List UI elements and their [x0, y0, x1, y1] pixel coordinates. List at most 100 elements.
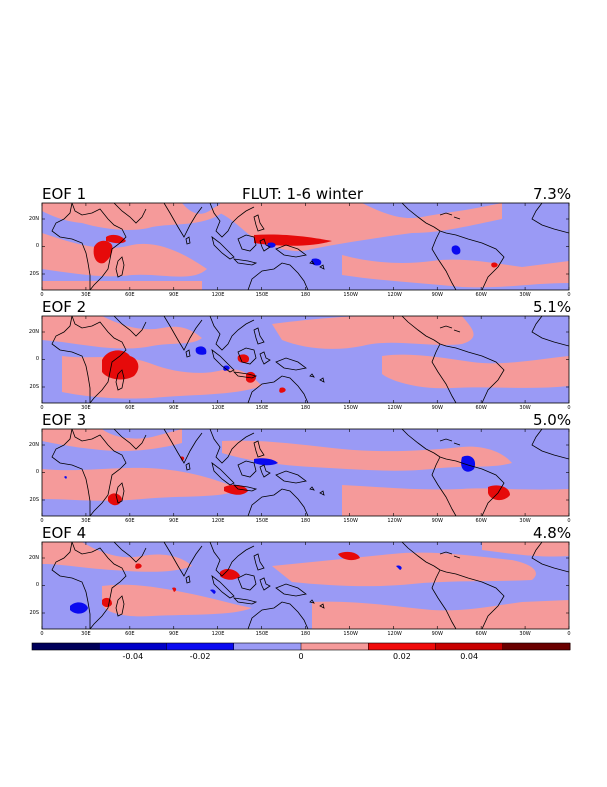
colorbar-segment	[166, 643, 235, 650]
lon-tick-label: 120W	[387, 631, 402, 637]
strong-negative-anomaly	[223, 365, 230, 371]
positive-field	[342, 255, 569, 288]
lat-tick-label: 0	[35, 243, 39, 249]
strong-positive-anomaly	[488, 485, 510, 501]
lon-tick-label: 30E	[81, 292, 91, 298]
lon-tick-label: 150E	[255, 292, 269, 298]
strong-negative-anomaly	[70, 602, 88, 614]
lon-tick-label: 90E	[168, 518, 179, 524]
colorbar-segment	[301, 643, 369, 650]
positive-field	[482, 542, 569, 557]
lat-tick-label: 20N	[28, 554, 39, 561]
lat-tick-label: 20N	[28, 441, 39, 448]
lon-tick-label: 0	[40, 292, 44, 298]
positive-field	[42, 429, 182, 451]
positive-field	[342, 485, 569, 516]
lon-tick-label: 120W	[387, 292, 402, 298]
positive-field	[222, 440, 512, 471]
strong-positive-anomaly	[491, 262, 498, 268]
strong-negative-anomaly	[195, 346, 207, 355]
strong-positive-anomaly	[237, 354, 250, 363]
lon-tick-label: 60E	[125, 631, 135, 637]
lon-tick-label: 60E	[125, 405, 135, 411]
lon-tick-label: 60W	[475, 405, 487, 411]
colorbar-tick-label: 0.02	[392, 652, 411, 661]
lon-tick-label: 60E	[125, 292, 135, 298]
positive-field	[312, 600, 569, 629]
lat-tick-label: 20N	[28, 215, 39, 222]
colorbar-tick-label: 0.04	[460, 652, 479, 661]
lon-tick-label: 60W	[475, 631, 487, 637]
positive-field	[42, 281, 202, 290]
lon-tick-label: 150W	[343, 518, 358, 524]
panel-3-map	[41, 428, 570, 517]
lon-tick-label: 60W	[475, 292, 487, 298]
lon-tick-label: 30W	[519, 292, 531, 298]
strong-positive-anomaly	[338, 551, 360, 561]
strong-positive-anomaly	[246, 371, 256, 383]
lon-tick-label: 150W	[343, 631, 358, 637]
panel-1-variance: 7.3%	[533, 185, 572, 203]
strong-positive-anomaly	[172, 587, 177, 592]
lon-tick-label: 30E	[81, 405, 91, 411]
strong-negative-anomaly	[64, 476, 67, 479]
lat-tick-label: 20S	[29, 496, 39, 503]
strong-negative-anomaly	[451, 245, 461, 255]
lon-tick-label: 0	[567, 405, 571, 411]
lon-tick-label: 90W	[431, 405, 443, 411]
lon-tick-label: 30E	[81, 518, 91, 524]
panel-1-label: EOF 1	[42, 185, 87, 203]
strong-positive-anomaly	[224, 484, 248, 495]
lon-tick-label: 120E	[211, 631, 225, 637]
lon-tick-label: 120E	[211, 292, 225, 298]
lon-tick-label: 60W	[475, 518, 487, 524]
positive-field	[42, 542, 192, 572]
panel-2-variance: 5.1%	[533, 298, 572, 316]
lon-tick-label: 120E	[211, 518, 225, 524]
panel-4-map	[41, 541, 570, 630]
panel-4-variance: 4.8%	[533, 524, 572, 542]
strong-positive-anomaly	[279, 387, 286, 393]
lon-tick-label: 30W	[519, 631, 531, 637]
lat-tick-label: 0	[35, 469, 39, 475]
lon-tick-label: 0	[567, 631, 571, 637]
colorbar-tick-label: -0.04	[122, 652, 144, 661]
positive-field	[42, 316, 202, 349]
lat-tick-label: 20N	[28, 328, 39, 335]
colorbar-segment	[233, 643, 302, 650]
strong-negative-anomaly	[396, 565, 402, 570]
lon-tick-label: 90E	[168, 292, 179, 298]
lat-tick-label: 20S	[29, 270, 39, 277]
figure-title: FLUT: 1-6 winter	[242, 185, 364, 203]
lon-tick-label: 0	[567, 518, 571, 524]
strong-positive-anomaly	[102, 350, 139, 380]
colorbar-segment	[99, 643, 167, 650]
colorbar	[31, 642, 571, 651]
lon-tick-label: 180	[300, 405, 311, 411]
positive-field	[102, 584, 252, 617]
panel-3-variance: 5.0%	[533, 411, 572, 429]
lon-tick-label: 120E	[211, 405, 225, 411]
positive-field	[382, 354, 569, 389]
lon-tick-label: 0	[40, 631, 44, 637]
colorbar-segment	[368, 643, 436, 650]
lat-tick-label: 20S	[29, 383, 39, 390]
panel-4-label: EOF 4	[42, 524, 87, 542]
colorbar-tick-label: 0	[298, 652, 304, 661]
strong-positive-anomaly	[135, 563, 142, 569]
panel-2-label: EOF 2	[42, 298, 87, 316]
lon-tick-label: 180	[300, 631, 311, 637]
strong-negative-anomaly	[210, 589, 216, 594]
lon-tick-label: 90W	[431, 518, 443, 524]
strong-positive-anomaly	[106, 234, 126, 244]
lat-tick-label: 20S	[29, 609, 39, 616]
colorbar-segment	[502, 643, 571, 650]
colorbar-segment	[32, 643, 100, 650]
lon-tick-label: 150E	[255, 405, 269, 411]
panel-3-label: EOF 3	[42, 411, 87, 429]
lon-tick-label: 0	[567, 292, 571, 298]
lon-tick-label: 0	[40, 518, 44, 524]
lon-tick-label: 0	[40, 405, 44, 411]
positive-field	[42, 233, 207, 277]
